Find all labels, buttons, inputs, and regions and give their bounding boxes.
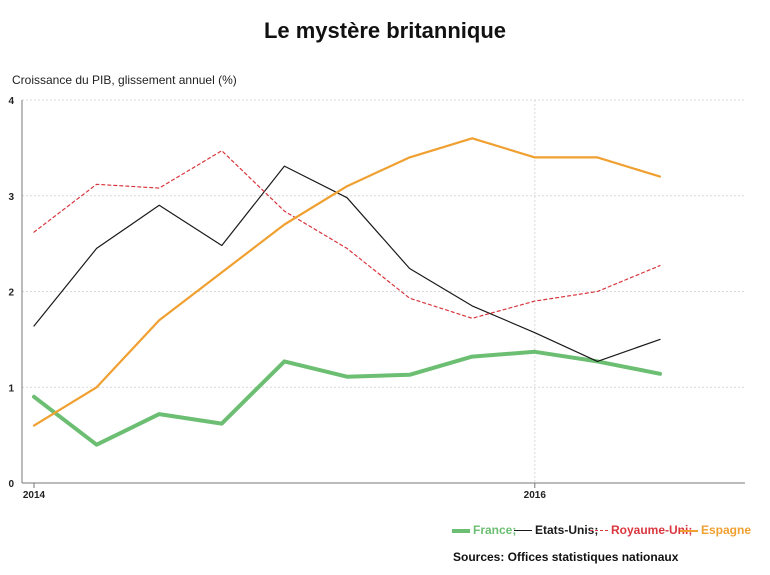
sources-note: Sources: Offices statistiques nationaux [453,550,679,564]
y-tick-label: 2 [8,288,14,299]
legend-swatch-royaume-uni [590,530,608,532]
y-tick-label: 0 [8,479,14,490]
y-tick-label: 1 [8,383,14,394]
legend-label-france: France; [473,523,517,537]
x-tick-label: 2016 [524,490,547,501]
y-tick-label: 4 [8,96,14,107]
series-line-france [32,349,662,447]
legend-item-royaume-uni: Royaume-Uni; [590,523,692,537]
legend-label-espagne: Espagne [701,523,752,537]
y-tick-label: 3 [8,192,14,203]
legend: France; Etats-Unis; Royaume-Uni; Espagne [452,523,762,541]
legend-item-espagne: Espagne [680,523,751,537]
legend-item-france: France; [452,523,516,537]
series-line-royaume-uni [33,150,661,319]
series-line-etats-unis [33,165,661,362]
chart-title: Le mystère britannique [263,18,507,43]
legend-swatch-etats-unis [514,530,532,532]
legend-label-royaume-uni: Royaume-Uni; [611,523,693,537]
y-axis-label: Croissance du PIB, glissement annuel (%) [12,73,237,87]
legend-label-etats-unis: Etats-Unis; [535,523,599,537]
legend-item-etats-unis: Etats-Unis; [514,523,598,537]
series-line-espagne [32,137,662,427]
x-tick-label: 2014 [23,490,46,501]
legend-swatch-espagne [680,529,698,532]
legend-swatch-france [452,528,470,533]
